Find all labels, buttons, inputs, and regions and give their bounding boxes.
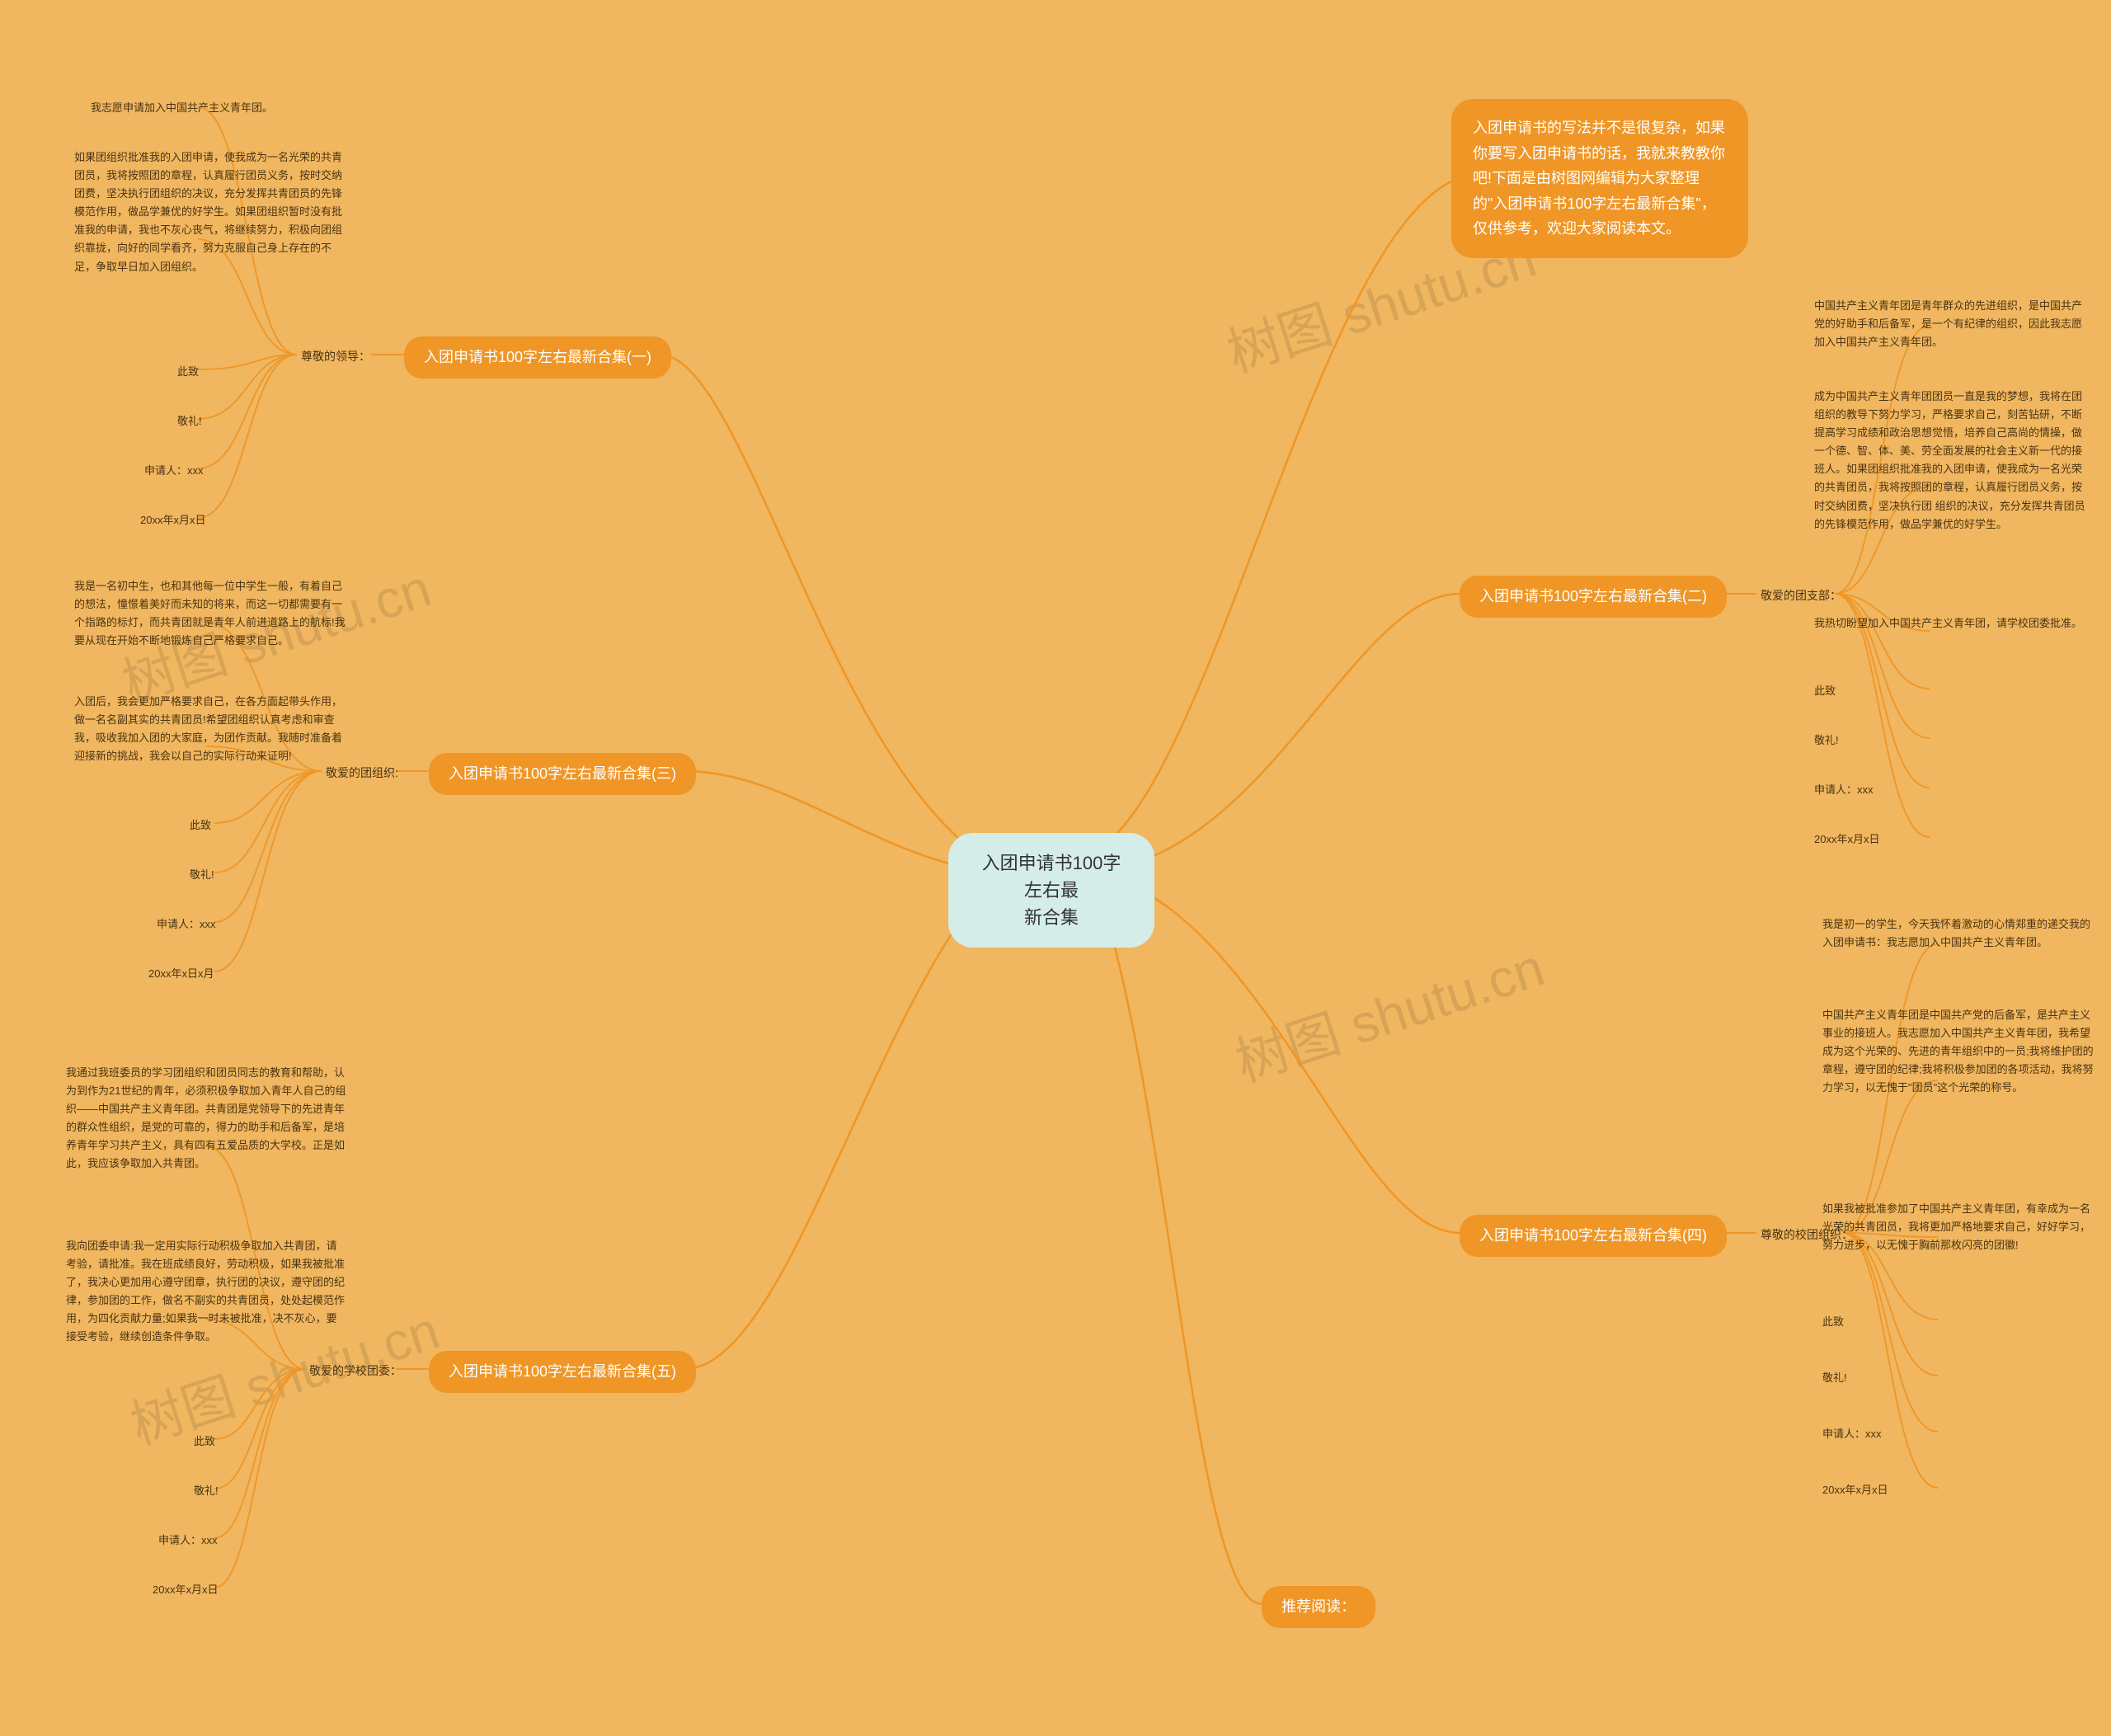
center-title-l1: 入团申请书100字左右最 [973, 849, 1130, 904]
branch-3-sublabel: 敬爱的团组织: [326, 764, 398, 781]
branch-5-sublabel: 敬爱的学校团委： [309, 1362, 402, 1379]
b4-leaf-6: 申请人：xxx [1822, 1425, 1882, 1443]
branch-1[interactable]: 入团申请书100字左右最新合集(一) [404, 336, 671, 379]
branch-1-sublabel: 尊敬的领导： [301, 348, 370, 365]
b2-leaf-6: 申请人：xxx [1814, 781, 1874, 799]
b1-leaf-3: 此致 [177, 363, 199, 381]
watermark: 树图 shutu.cn [1225, 925, 1552, 1096]
center-node[interactable]: 入团申请书100字左右最 新合集 [948, 833, 1154, 948]
b5-leaf-6: 20xx年x月x日 [153, 1581, 218, 1599]
branch-2-sublabel: 敬爱的团支部： [1761, 587, 1841, 604]
b4-leaf-4: 此致 [1822, 1313, 1844, 1331]
b4-leaf-1: 我是初一的学生，今天我怀着激动的心情郑重的递交我的入团申请书：我志愿加入中国共产… [1822, 915, 2095, 952]
b3-leaf-4: 敬礼! [190, 866, 214, 884]
b3-leaf-2: 入团后，我会更加严格要求自己，在各方面起带头作用，做一名名副其实的共青团员!希望… [74, 693, 346, 765]
b1-leaf-1: 我志愿申请加入中国共产主义青年团。 [91, 99, 338, 117]
b1-leaf-2: 如果团组织批准我的入团申请，使我成为一名光荣的共青团员，我将按照团的章程，认真履… [74, 148, 346, 276]
b1-leaf-6: 20xx年x月x日 [140, 511, 205, 529]
b4-leaf-3: 如果我被批准参加了中国共产主义青年团，有幸成为一名光荣的共青团员，我将更加严格地… [1822, 1200, 2095, 1254]
b2-leaf-5: 敬礼! [1814, 732, 1839, 750]
b5-leaf-3: 此致 [194, 1433, 215, 1451]
branch-4[interactable]: 入团申请书100字左右最新合集(四) [1460, 1215, 1727, 1257]
branch-3[interactable]: 入团申请书100字左右最新合集(三) [429, 753, 696, 795]
b5-leaf-5: 申请人：xxx [158, 1531, 218, 1550]
b1-leaf-4: 敬礼! [177, 412, 202, 430]
b2-leaf-7: 20xx年x月x日 [1814, 830, 1879, 849]
b2-leaf-3: 我热切盼望加入中国共产主义青年团，请学校团委批准。 [1814, 614, 2086, 633]
b2-leaf-2: 成为中国共产主义青年团团员一直是我的梦想，我将在团组织的教导下努力学习，严格要求… [1814, 388, 2090, 534]
b3-leaf-6: 20xx年x日x月 [148, 965, 214, 983]
branch-2[interactable]: 入团申请书100字左右最新合集(二) [1460, 576, 1727, 618]
b2-leaf-1: 中国共产主义青年团是青年群众的先进组织，是中国共产党的好助手和后备军，是一个有纪… [1814, 297, 2086, 351]
b3-leaf-5: 申请人：xxx [157, 915, 216, 934]
b5-leaf-4: 敬礼! [194, 1482, 219, 1500]
b4-leaf-7: 20xx年x月x日 [1822, 1481, 1888, 1499]
intro-node[interactable]: 入团申请书的写法并不是很复杂，如果你要写入团申请书的话，我就来教教你吧!下面是由… [1451, 99, 1748, 258]
b3-leaf-3: 此致 [190, 816, 211, 835]
b3-leaf-1: 我是一名初中生，也和其他每一位中学生一般，有着自己的想法，憧憬着美好而未知的将来… [74, 577, 346, 650]
b2-leaf-4: 此致 [1814, 682, 1836, 700]
b4-leaf-2: 中国共产主义青年团是中国共产党的后备军，是共产主义事业的接班人。我志愿加入中国共… [1822, 1006, 2099, 1097]
b1-leaf-5: 申请人：xxx [144, 462, 204, 480]
b5-leaf-2: 我向团委申请:我一定用实际行动积极争取加入共青团，请考验，请批准。我在班成绩良好… [66, 1237, 346, 1347]
b4-leaf-5: 敬礼! [1822, 1369, 1847, 1387]
b5-leaf-1: 我通过我班委员的学习团组织和团员同志的教育和帮助，认为到作为21世纪的青年，必须… [66, 1064, 346, 1174]
branch-5[interactable]: 入团申请书100字左右最新合集(五) [429, 1351, 696, 1393]
center-title-l2: 新合集 [973, 904, 1130, 931]
branch-6[interactable]: 推荐阅读： [1262, 1586, 1375, 1628]
